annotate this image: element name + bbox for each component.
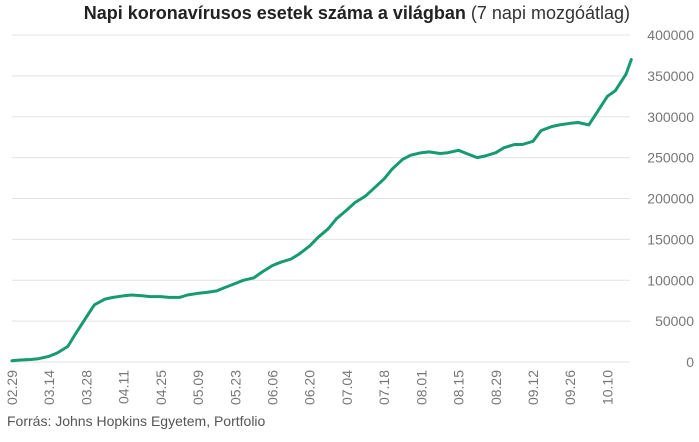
x-tick-label: 02.29 (4, 370, 20, 405)
y-tick-label: 400000 (647, 27, 694, 43)
x-tick-label: 04.11 (116, 370, 132, 404)
x-tick-label: 09.26 (562, 370, 578, 405)
x-tick-label: 08.29 (488, 370, 504, 405)
y-tick-label: 200000 (647, 191, 694, 207)
series-layer (10, 58, 633, 363)
chart-title: Napi koronavírusos esetek száma a világb… (0, 3, 630, 24)
y-tick-label: 0 (686, 354, 694, 370)
y-tick-label: 100000 (647, 272, 694, 288)
x-tick-label: 09.12 (525, 370, 541, 405)
x-tick-label: 03.28 (78, 370, 94, 405)
series-line (10, 58, 633, 363)
x-tick-label: 05.09 (190, 370, 206, 405)
source-note: Forrás: Johns Hopkins Egyetem, Portfolio (7, 413, 266, 429)
y-tick-label: 50000 (655, 313, 694, 329)
gridlines (12, 34, 630, 363)
x-tick-label: 07.18 (376, 370, 392, 405)
x-tick-label: 05.23 (227, 370, 243, 405)
x-tick-label: 04.25 (153, 370, 169, 405)
x-tick-label: 08.01 (413, 370, 429, 405)
x-tick-label: 03.14 (41, 370, 57, 405)
y-tick-label: 150000 (647, 231, 694, 247)
y-tick-label: 350000 (647, 68, 694, 84)
chart-title-subtitle: (7 napi mozgóátlag) (465, 3, 630, 23)
x-tick-label: 06.06 (264, 370, 280, 405)
chart-title-bold: Napi koronavírusos esetek száma a világb… (83, 3, 466, 23)
x-tick-label: 08.15 (451, 370, 467, 405)
x-axis-ticks: 02.29 03.14 03.28 04.11 04.25 05.09 05.23 06.06… (4, 370, 615, 405)
y-tick-label: 250000 (647, 150, 694, 166)
y-tick-label: 300000 (647, 109, 694, 125)
x-tick-label: 06.20 (302, 370, 318, 405)
x-tick-label: 10.10 (599, 370, 615, 405)
y-axis-ticks: 0 50000 100000 150000 200000 250000 300000 3500… (647, 27, 694, 370)
x-tick-label: 07.04 (339, 370, 355, 405)
